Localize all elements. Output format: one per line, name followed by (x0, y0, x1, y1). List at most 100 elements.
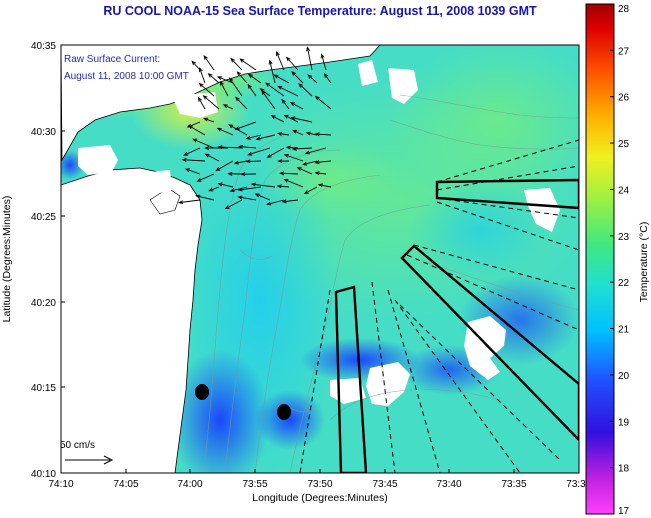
current-vector-head (247, 83, 252, 89)
current-vector-head (285, 56, 291, 62)
current-vector-head (227, 171, 233, 176)
current-vector-head (277, 159, 283, 164)
map-title: RU COOL NOAA-15 Sea Surface Temperature:… (103, 4, 537, 18)
y-tick-label: 40:30 (31, 127, 56, 138)
current-vector (303, 160, 318, 165)
current-vector (304, 186, 318, 194)
current-vector (216, 160, 234, 171)
current-vector-head (290, 116, 296, 121)
current-vector (306, 132, 318, 136)
current-vector-head (198, 66, 203, 73)
current-vector-head (235, 96, 240, 102)
x-axis: 74:10 74:05 74:00 73:55 73:50 73:45 73:4… (48, 469, 586, 504)
current-vector-head (192, 138, 198, 143)
current-vector-head (268, 59, 273, 65)
current-vector-head (233, 160, 239, 165)
x-axis-label: Longitude (Degrees:Minutes) (252, 492, 387, 504)
y-tick-label: 40:35 (31, 41, 56, 52)
current-vector (199, 67, 206, 84)
current-vector (247, 84, 257, 97)
current-vector (269, 60, 276, 84)
current-vector (267, 147, 285, 158)
current-vector-head (255, 136, 261, 141)
current-vector-head (296, 167, 302, 171)
current-vector-head (203, 55, 208, 61)
x-tick-label: 74:00 (177, 479, 202, 490)
current-vector (199, 83, 215, 97)
current-vector (271, 115, 285, 123)
current-vector-head (245, 159, 251, 164)
current-vector (281, 99, 290, 110)
current-vector (261, 90, 276, 110)
colorbar-tick-label: 22 (618, 278, 630, 289)
current-vector-head (239, 58, 245, 63)
current-vector (218, 183, 234, 188)
current-vector-head (314, 171, 320, 176)
y-tick-label: 40:10 (31, 469, 56, 480)
sst-field (61, 45, 579, 473)
x-tick-label: 73:35 (501, 479, 526, 490)
colorbar-label: Temperature (°C) (638, 222, 650, 303)
current-vector (239, 146, 257, 149)
current-vector (255, 193, 271, 201)
current-vector (234, 160, 248, 164)
current-vector (277, 85, 299, 97)
current-vector-head (217, 145, 223, 150)
current-vector (292, 129, 304, 136)
x-tick-label: 74:10 (48, 479, 73, 490)
current-vector (238, 186, 262, 191)
current-vector-head (222, 104, 228, 109)
colorbar-tick-label: 23 (618, 232, 630, 243)
current-vector-head (303, 190, 309, 195)
current-vector (230, 186, 248, 192)
colorbar-tick-label: 27 (618, 46, 630, 57)
current-vector-head (307, 74, 313, 79)
current-vector (290, 102, 304, 110)
colorbar-gradient (585, 3, 615, 515)
buoy-marker-west (195, 384, 209, 400)
current-vector (248, 147, 271, 156)
current-vector-head (197, 96, 202, 102)
current-vector-head (266, 201, 272, 206)
current-vector-head (276, 184, 282, 189)
current-vector-head (266, 153, 272, 158)
current-vector-head (323, 72, 329, 78)
current-vector (203, 55, 215, 71)
current-vector-head (177, 200, 184, 205)
current-vector-head (250, 182, 256, 187)
current-vector-head (216, 127, 222, 132)
current-vector-head (228, 124, 234, 129)
current-vector (238, 196, 257, 201)
current-vector (235, 121, 257, 130)
colorbar: 28 27 26 25 24 23 22 21 20 19 18 17 Temperature (°C… (585, 3, 650, 517)
current-vector (218, 146, 243, 149)
x-tick-label: 73:40 (436, 479, 461, 490)
current-vector (282, 199, 299, 203)
current-vector-head (320, 53, 325, 59)
current-vector (297, 167, 313, 175)
current-vector-head (203, 117, 209, 122)
current-vector-head (314, 160, 320, 165)
current-vector (280, 172, 299, 175)
current-vector (324, 73, 332, 84)
x-tick-label: 73:50 (307, 479, 332, 490)
current-vector-head (291, 146, 297, 151)
current-vector-head (279, 171, 285, 176)
current-vector-head (198, 82, 204, 88)
colorbar-tick-label: 25 (618, 139, 630, 150)
current-vector (191, 61, 201, 71)
current-vector-head (229, 188, 235, 193)
current-vector (205, 153, 220, 162)
current-vector-head (289, 102, 295, 106)
current-vector (260, 88, 271, 97)
current-vector (203, 95, 220, 110)
current-vector (274, 74, 290, 84)
current-vector-head (237, 195, 243, 200)
colorbar-tick-label: 21 (618, 325, 630, 336)
current-vector-head (314, 132, 320, 137)
current-vector-head (240, 172, 246, 177)
current-vector-head (281, 199, 287, 204)
annotation-line1: Raw Surface Current: (64, 54, 160, 65)
current-vector (239, 58, 257, 71)
